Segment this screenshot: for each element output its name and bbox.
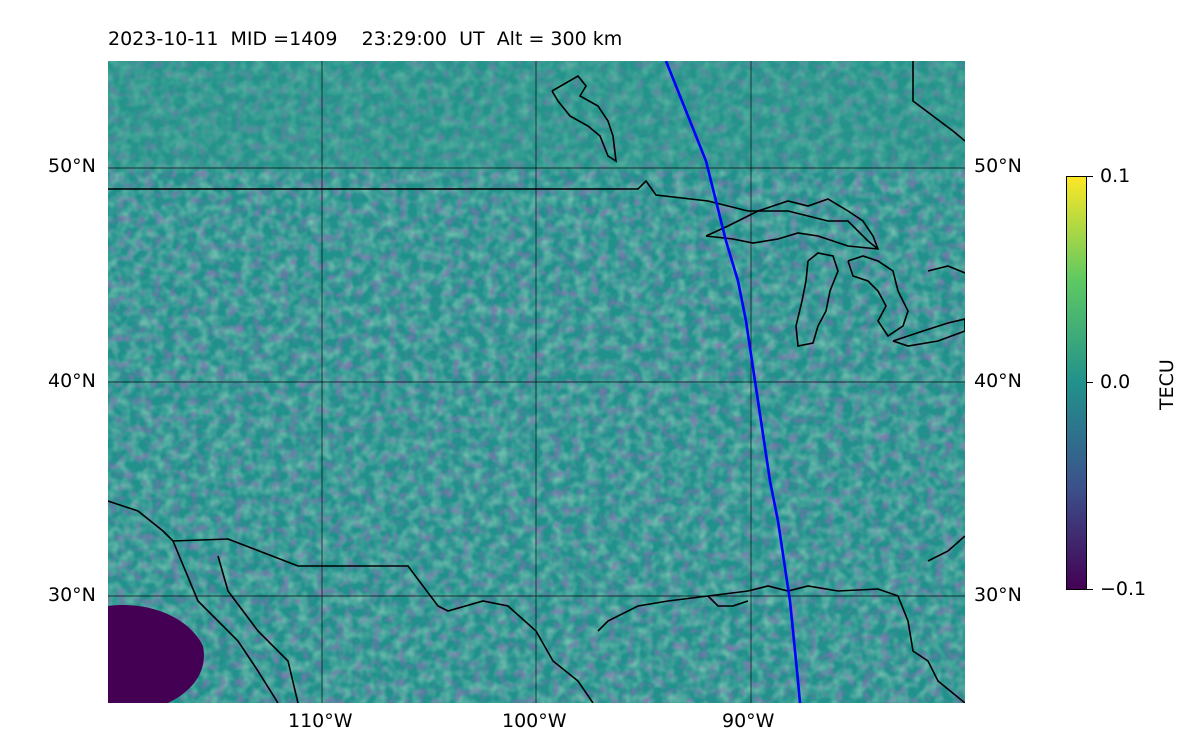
atlantic-coast xyxy=(927,535,965,562)
lake-michigan xyxy=(795,252,839,347)
lat-tick-left-30n: 30°N xyxy=(48,584,96,606)
lat-tick-right-40n: 40°N xyxy=(974,370,1022,392)
baja-gulf-west xyxy=(217,555,299,703)
lake-superior xyxy=(705,198,880,250)
tec-map xyxy=(108,61,965,703)
lake-ontario xyxy=(927,265,965,274)
lake-winnipeg xyxy=(551,74,617,163)
lon-tick-100w: 100°W xyxy=(502,710,567,732)
lon-tick-90w: 90°W xyxy=(722,710,775,732)
title-date: 2023-10-11 xyxy=(108,28,219,50)
tec-low-anomaly xyxy=(108,605,204,703)
title-altitude: Alt = 300 km xyxy=(496,28,623,50)
hudson-bay-coast xyxy=(912,61,965,142)
title-time: 23:29:00 xyxy=(361,28,447,50)
baja-gulf-east xyxy=(172,540,279,703)
tec-north-band xyxy=(108,61,965,171)
lake-huron xyxy=(847,255,909,338)
colorbar-tick-mid xyxy=(1087,382,1093,383)
title-mid: MID =1409 xyxy=(230,28,338,50)
lat-tick-right-30n: 30°N xyxy=(974,584,1022,606)
lon-tick-110w: 110°W xyxy=(288,710,353,732)
colorbar-title: TECU xyxy=(1156,359,1178,410)
gulf-coast-east xyxy=(597,585,965,703)
lat-tick-left-50n: 50°N xyxy=(48,155,96,177)
graticule xyxy=(108,61,965,703)
us-canada-border xyxy=(108,179,879,250)
colorbar-tick-top xyxy=(1087,176,1093,177)
lat-tick-right-50n: 50°N xyxy=(974,155,1022,177)
colorbar-label-max: 0.1 xyxy=(1100,165,1131,187)
colorbar-label-zero: 0.0 xyxy=(1100,371,1131,393)
colorbar-tick-bottom xyxy=(1087,589,1093,590)
coastlines xyxy=(108,61,965,703)
mississippi-delta xyxy=(707,595,749,607)
colorbar xyxy=(1066,176,1087,590)
colorbar-label-min: −0.1 xyxy=(1100,578,1147,600)
satellite-track xyxy=(664,61,802,703)
plot-title: 2023-10-11 MID =1409 23:29:00 UT Alt = 3… xyxy=(108,28,622,50)
title-time-unit: UT xyxy=(459,28,485,50)
lake-erie xyxy=(892,318,965,347)
lat-tick-left-40n: 40°N xyxy=(48,370,96,392)
gulf-texas-coast xyxy=(108,500,594,703)
